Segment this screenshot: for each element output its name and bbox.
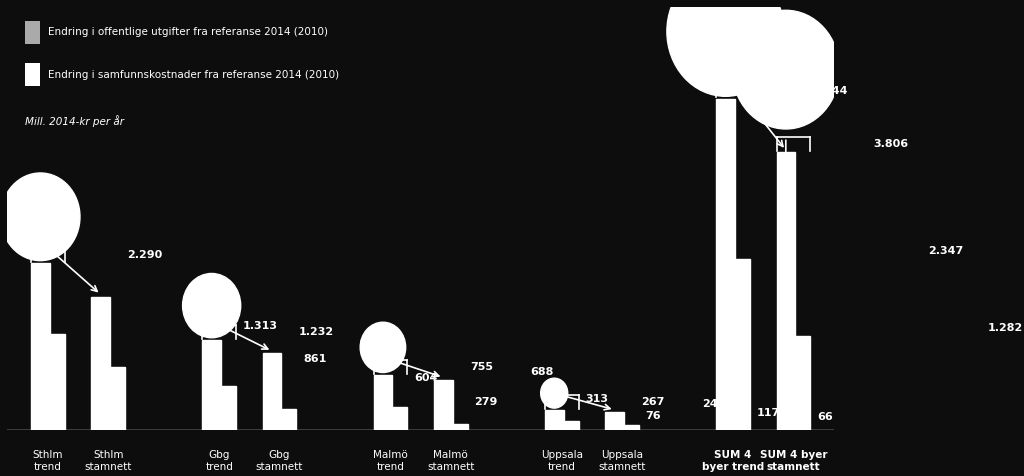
Text: 861: 861 — [303, 354, 327, 364]
Text: 3.806: 3.806 — [873, 139, 908, 149]
Polygon shape — [31, 263, 65, 430]
Text: 1.282: 1.282 — [988, 323, 1023, 333]
Ellipse shape — [1, 173, 80, 261]
Polygon shape — [545, 410, 579, 430]
Ellipse shape — [732, 10, 840, 129]
Text: 66: 66 — [817, 412, 833, 422]
Polygon shape — [716, 99, 750, 430]
Text: Malmö
trend: Malmö trend — [373, 450, 408, 472]
Text: Uppsala
stamnett: Uppsala stamnett — [598, 450, 646, 472]
Text: 755: 755 — [470, 362, 494, 372]
Ellipse shape — [541, 378, 567, 408]
Polygon shape — [374, 375, 408, 430]
Text: 76: 76 — [645, 411, 662, 421]
Polygon shape — [91, 297, 125, 430]
Text: 4.544: 4.544 — [813, 86, 848, 96]
Text: 1.232: 1.232 — [299, 327, 334, 337]
Text: 604: 604 — [414, 373, 437, 383]
Text: Endring i offentlige utgifter fra referanse 2014 (2010): Endring i offentlige utgifter fra refera… — [48, 27, 329, 37]
Text: Gbg
trend: Gbg trend — [205, 450, 233, 472]
Text: 267: 267 — [641, 397, 665, 407]
Text: 2.347: 2.347 — [928, 246, 963, 256]
Text: 313: 313 — [585, 394, 608, 404]
Text: SUM 4
byer trend: SUM 4 byer trend — [702, 450, 764, 472]
Polygon shape — [776, 152, 810, 430]
Bar — [26, 63, 40, 86]
Text: 117: 117 — [757, 408, 779, 418]
Text: Gbg
stamnett: Gbg stamnett — [256, 450, 303, 472]
Text: 688: 688 — [530, 367, 554, 377]
Ellipse shape — [182, 273, 241, 338]
Text: 1.049: 1.049 — [359, 340, 394, 350]
Polygon shape — [263, 353, 296, 430]
Text: Uppsala
trend: Uppsala trend — [541, 450, 583, 472]
Text: 2.290: 2.290 — [128, 250, 163, 260]
Text: SUM 4 byer
stamnett: SUM 4 byer stamnett — [760, 450, 827, 472]
Text: Sthlm
stamnett: Sthlm stamnett — [85, 450, 132, 472]
Bar — [26, 20, 40, 44]
Text: 1.826: 1.826 — [187, 284, 223, 294]
Text: 243: 243 — [701, 399, 725, 409]
Text: Endring i samfunnskostnader fra referanse 2014 (2010): Endring i samfunnskostnader fra referans… — [48, 69, 339, 79]
Text: 1.313: 1.313 — [243, 321, 278, 331]
Polygon shape — [605, 412, 639, 430]
Text: Mill. 2014-kr per år: Mill. 2014-kr per år — [26, 115, 124, 127]
Text: 279: 279 — [474, 397, 498, 407]
Text: Malmö
stamnett: Malmö stamnett — [427, 450, 474, 472]
Text: Sthlm
trend: Sthlm trend — [33, 450, 63, 472]
Ellipse shape — [360, 322, 406, 373]
Ellipse shape — [667, 0, 784, 96]
Polygon shape — [434, 379, 468, 430]
Polygon shape — [203, 340, 237, 430]
